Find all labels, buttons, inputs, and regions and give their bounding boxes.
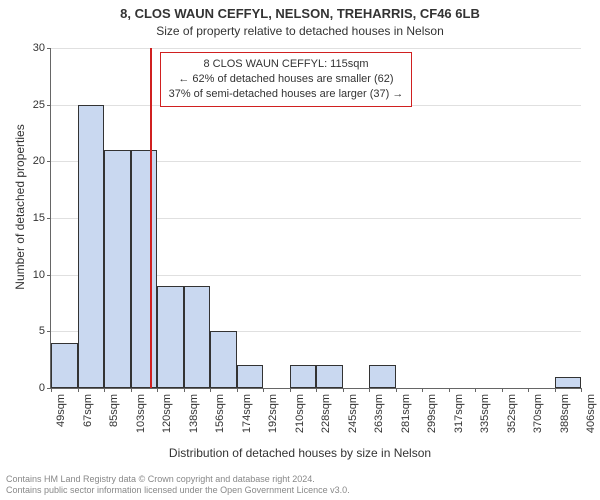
xtick-label: 192sqm	[267, 394, 279, 433]
ytick-label: 25	[33, 99, 45, 111]
xtick-label: 156sqm	[214, 394, 226, 433]
histogram-bar	[237, 365, 264, 388]
xtick-label: 49sqm	[55, 394, 67, 427]
ytick-mark	[47, 48, 51, 49]
xtick-mark	[502, 388, 503, 392]
ytick-label: 10	[33, 269, 45, 281]
xtick-mark	[78, 388, 79, 392]
xtick-mark	[131, 388, 132, 392]
histogram-bar	[131, 150, 158, 388]
xtick-label: 317sqm	[453, 394, 465, 433]
xtick-label: 370sqm	[532, 394, 544, 433]
y-axis-label: Number of detached properties	[13, 97, 27, 317]
xtick-label: 281sqm	[400, 394, 412, 433]
ytick-label: 0	[39, 382, 45, 394]
ytick-mark	[47, 161, 51, 162]
histogram-bar	[51, 343, 78, 388]
xtick-mark	[210, 388, 211, 392]
xtick-label: 299sqm	[426, 394, 438, 433]
histogram-bar	[210, 331, 237, 388]
histogram-bar	[316, 365, 343, 388]
xtick-label: 210sqm	[294, 394, 306, 433]
info-box: 8 CLOS WAUN CEFFYL: 115sqm← 62% of detac…	[160, 52, 413, 107]
xtick-label: 228sqm	[320, 394, 332, 433]
xtick-mark	[237, 388, 238, 392]
xtick-label: 388sqm	[559, 394, 571, 433]
xtick-mark	[184, 388, 185, 392]
footer-line-1: Contains HM Land Registry data © Crown c…	[6, 474, 594, 485]
xtick-label: 85sqm	[108, 394, 120, 427]
xtick-label: 67sqm	[82, 394, 94, 427]
chart-title-sub: Size of property relative to detached ho…	[0, 24, 600, 38]
info-box-line: 37% of semi-detached houses are larger (…	[169, 87, 404, 102]
ytick-label: 15	[33, 212, 45, 224]
ytick-label: 30	[33, 42, 45, 54]
xtick-mark	[581, 388, 582, 392]
xtick-label: 352sqm	[506, 394, 518, 433]
ytick-mark	[47, 218, 51, 219]
xtick-mark	[263, 388, 264, 392]
xtick-label: 138sqm	[188, 394, 200, 433]
xtick-mark	[396, 388, 397, 392]
xtick-label: 263sqm	[373, 394, 385, 433]
xtick-label: 174sqm	[241, 394, 253, 433]
ytick-label: 5	[39, 325, 45, 337]
ytick-label: 20	[33, 155, 45, 167]
ytick-mark	[47, 331, 51, 332]
marker-line	[150, 48, 152, 388]
xtick-label: 120sqm	[161, 394, 173, 433]
xtick-mark	[449, 388, 450, 392]
histogram-bar	[290, 365, 317, 388]
histogram-bar	[104, 150, 131, 388]
gridline	[51, 48, 581, 49]
ytick-mark	[47, 105, 51, 106]
xtick-mark	[528, 388, 529, 392]
xtick-mark	[290, 388, 291, 392]
xtick-mark	[316, 388, 317, 392]
histogram-bar	[555, 377, 582, 388]
xtick-mark	[51, 388, 52, 392]
x-axis-label: Distribution of detached houses by size …	[0, 446, 600, 460]
histogram-bar	[184, 286, 211, 388]
xtick-mark	[475, 388, 476, 392]
xtick-label: 103sqm	[135, 394, 147, 433]
info-box-line: 8 CLOS WAUN CEFFYL: 115sqm	[169, 57, 404, 72]
xtick-label: 335sqm	[479, 394, 491, 433]
xtick-label: 245sqm	[347, 394, 359, 433]
xtick-mark	[343, 388, 344, 392]
ytick-mark	[47, 275, 51, 276]
histogram-bar	[369, 365, 396, 388]
footer-line-2: Contains public sector information licen…	[6, 485, 594, 496]
xtick-mark	[369, 388, 370, 392]
histogram-bar	[78, 105, 105, 388]
xtick-mark	[104, 388, 105, 392]
xtick-mark	[422, 388, 423, 392]
xtick-label: 406sqm	[585, 394, 597, 433]
histogram-bar	[157, 286, 184, 388]
xtick-mark	[157, 388, 158, 392]
info-box-line: ← 62% of detached houses are smaller (62…	[169, 72, 404, 87]
plot-area: 05101520253049sqm67sqm85sqm103sqm120sqm1…	[50, 48, 581, 389]
xtick-mark	[555, 388, 556, 392]
footer-attribution: Contains HM Land Registry data © Crown c…	[6, 474, 594, 497]
chart-title-main: 8, CLOS WAUN CEFFYL, NELSON, TREHARRIS, …	[0, 6, 600, 21]
